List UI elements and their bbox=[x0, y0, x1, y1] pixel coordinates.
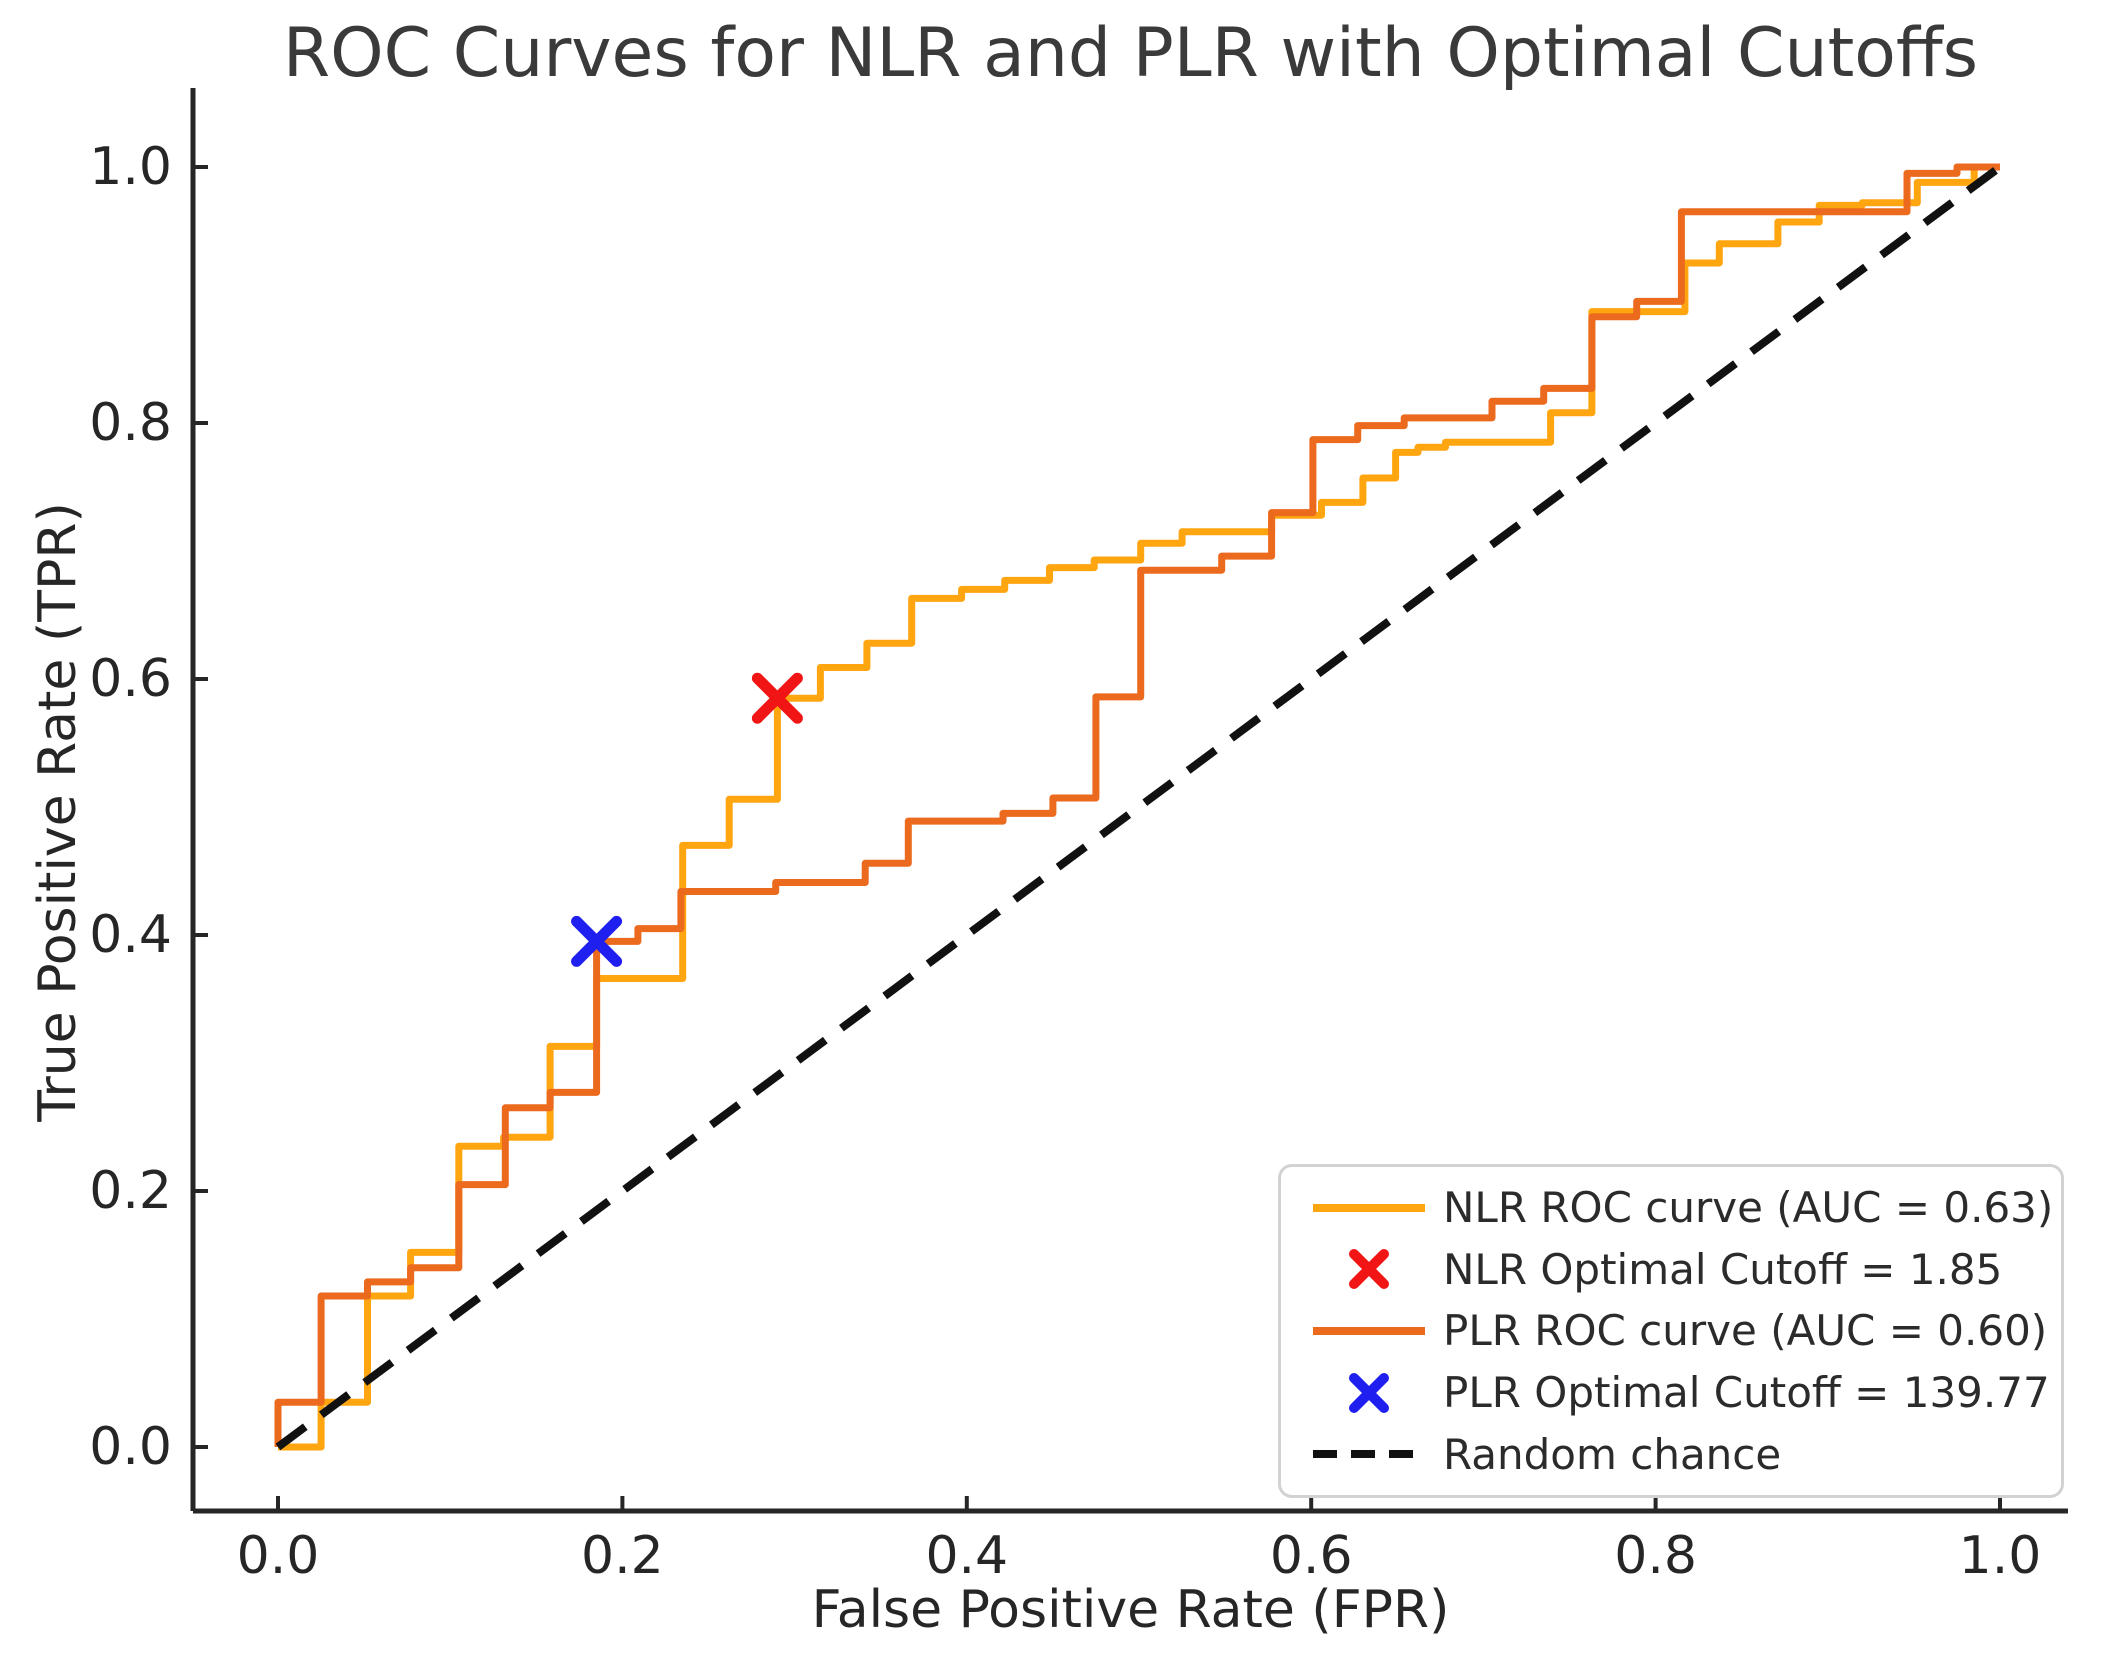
x-tick-label: 0.0 bbox=[236, 1526, 320, 1586]
random-chance-line bbox=[275, 163, 2003, 1451]
legend-item-label: PLR Optimal Cutoff = 139.77 bbox=[1443, 1368, 2050, 1418]
x-axis-label: False Positive Rate (FPR) bbox=[811, 1580, 1450, 1640]
legend-line-swatch bbox=[1295, 1305, 1443, 1357]
x-tick-label: 0.6 bbox=[1269, 1526, 1353, 1586]
legend-line-swatch bbox=[1295, 1182, 1443, 1234]
y-tick-label: 0.8 bbox=[89, 393, 172, 453]
legend-x-marker-icon bbox=[1295, 1367, 1443, 1419]
nlr-optimal-marker bbox=[751, 672, 803, 724]
legend: NLR ROC curve (AUC = 0.63) NLR Optimal Cu… bbox=[1278, 1164, 2064, 1498]
legend-item: Random chance bbox=[1295, 1424, 2047, 1484]
legend-dash-swatch bbox=[1295, 1428, 1443, 1480]
legend-item: PLR Optimal Cutoff = 139.77 bbox=[1295, 1363, 2050, 1423]
y-axis-label: True Positive Rate (TPR) bbox=[28, 502, 88, 1122]
chart-title: ROC Curves for NLR and PLR with Optimal … bbox=[282, 14, 1979, 93]
plr-optimal-marker bbox=[571, 915, 623, 967]
y-tick-label: 0.0 bbox=[89, 1417, 172, 1477]
y-tick-label: 0.2 bbox=[89, 1161, 172, 1221]
plr-roc-curve bbox=[274, 163, 2000, 1447]
legend-item-label: PLR ROC curve (AUC = 0.60) bbox=[1443, 1306, 2048, 1356]
legend-item: PLR ROC curve (AUC = 0.60) bbox=[1295, 1301, 2047, 1361]
x-tick-label: 0.4 bbox=[925, 1526, 1009, 1586]
y-tick-label: 1.0 bbox=[89, 137, 172, 197]
legend-item: NLR ROC curve (AUC = 0.63) bbox=[1295, 1178, 2053, 1238]
x-tick-label: 1.0 bbox=[1958, 1526, 2042, 1586]
x-tick-label: 0.2 bbox=[581, 1526, 664, 1586]
y-tick-label: 0.6 bbox=[89, 649, 172, 709]
legend-item-label: Random chance bbox=[1443, 1429, 1782, 1479]
x-tick-label: 0.8 bbox=[1614, 1526, 1697, 1586]
legend-item-label: NLR Optimal Cutoff = 1.85 bbox=[1443, 1244, 2003, 1294]
legend-x-marker-icon bbox=[1295, 1243, 1443, 1295]
legend-item-label: NLR ROC curve (AUC = 0.63) bbox=[1443, 1183, 2054, 1233]
y-tick-label: 0.4 bbox=[89, 905, 172, 965]
legend-item: NLR Optimal Cutoff = 1.85 bbox=[1295, 1239, 2047, 1299]
